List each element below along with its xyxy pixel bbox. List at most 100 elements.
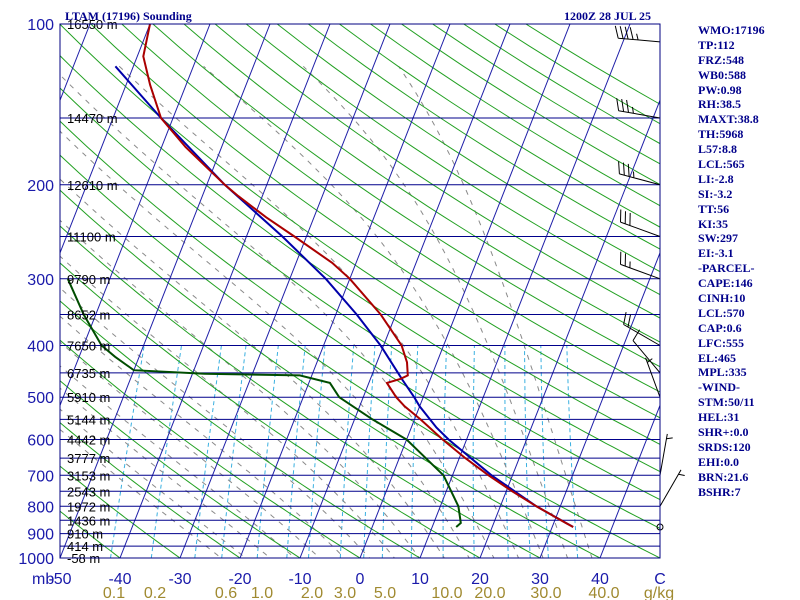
index-item: CINH:10 bbox=[698, 291, 746, 306]
isotherm bbox=[60, 24, 211, 407]
height-label: 8652 m bbox=[67, 308, 110, 323]
height-label: 1436 m bbox=[67, 513, 110, 528]
height-label: 14470 m bbox=[67, 111, 118, 126]
isotherm bbox=[60, 24, 151, 255]
wind-barb bbox=[632, 329, 661, 374]
mixing-ratio-tick-label: 3.0 bbox=[334, 585, 356, 600]
index-item: SI:-3.2 bbox=[698, 186, 733, 201]
pressure-tick-label: 600 bbox=[27, 433, 54, 450]
mixing-ratio-tick-label: 0.6 bbox=[215, 585, 237, 600]
dry-adiabat bbox=[214, 24, 660, 319]
isotherms bbox=[60, 24, 660, 558]
dry-adiabat bbox=[60, 465, 181, 558]
temperature-tick-label: 30 bbox=[531, 571, 549, 588]
height-label: 3777 m bbox=[67, 451, 110, 466]
mixing-ratio-tick-label: 40.0 bbox=[588, 585, 619, 600]
dry-adiabat bbox=[60, 189, 602, 558]
index-item: LCL:565 bbox=[698, 157, 745, 172]
moist-adiabats bbox=[60, 65, 593, 558]
height-label: 4442 m bbox=[67, 433, 110, 448]
mixing-ratio-tick-label: 2.0 bbox=[301, 585, 323, 600]
pressure-tick-label: 900 bbox=[27, 527, 54, 544]
isotherm bbox=[599, 404, 660, 558]
mixing-ratio-line bbox=[472, 345, 475, 558]
moist-adiabat bbox=[203, 65, 544, 558]
isotherm bbox=[119, 24, 331, 558]
index-item: BRN:21.6 bbox=[698, 469, 749, 484]
index-item: LCL:570 bbox=[698, 305, 745, 320]
pressure-tick-label: 700 bbox=[27, 468, 54, 485]
isotherm bbox=[539, 251, 660, 558]
dry-adiabat bbox=[60, 225, 542, 558]
mixing-ratio-line bbox=[150, 345, 182, 558]
pressure-tick-label: 1000 bbox=[18, 551, 54, 568]
temperature-line bbox=[142, 24, 574, 528]
mixing-ratio-line bbox=[540, 345, 549, 558]
index-item: WB0:588 bbox=[698, 67, 746, 82]
moist-adiabat bbox=[60, 408, 247, 558]
mixing-ratio-line bbox=[363, 345, 376, 558]
sounding-title: LTAM (17196) Sounding bbox=[65, 9, 192, 23]
pressure-tick-label: 800 bbox=[27, 499, 54, 516]
moist-adiabat bbox=[60, 365, 296, 558]
wind-barb bbox=[645, 357, 661, 398]
wind-barb bbox=[620, 251, 661, 280]
isotherm bbox=[60, 24, 271, 558]
temperature-tick-label: C bbox=[654, 571, 666, 588]
isotherm bbox=[479, 98, 660, 558]
wind-barb bbox=[614, 25, 661, 43]
index-item: FRZ:548 bbox=[698, 52, 744, 67]
index-item: LI:-2.8 bbox=[698, 171, 734, 186]
temperature-tick-label: 20 bbox=[471, 571, 489, 588]
dry-adiabat bbox=[152, 24, 660, 368]
height-label: 2543 m bbox=[67, 484, 110, 499]
plot-area bbox=[60, 24, 660, 558]
height-label: 7650 m bbox=[67, 339, 110, 354]
index-item: WMO:17196 bbox=[698, 23, 765, 37]
index-item: HEL:31 bbox=[698, 410, 740, 425]
index-item: LFC:555 bbox=[698, 335, 744, 350]
height-label: 910 m bbox=[67, 527, 103, 542]
isotherm bbox=[359, 24, 571, 558]
dry-adiabat bbox=[60, 339, 361, 558]
index-item: EHI:0.0 bbox=[698, 454, 740, 469]
dry-adiabat bbox=[60, 262, 482, 558]
isotherm bbox=[299, 24, 511, 558]
dry-adiabat bbox=[276, 24, 660, 273]
index-item: EL:465 bbox=[698, 350, 737, 365]
parcel-path-line bbox=[114, 65, 574, 528]
moist-adiabat bbox=[60, 255, 396, 558]
index-item: L57:8.8 bbox=[698, 142, 737, 157]
index-item: BSHR:7 bbox=[698, 484, 741, 499]
mixing-ratio-tick-label: 0.1 bbox=[103, 585, 125, 600]
sounding-time: 1200Z 28 JUL 25 bbox=[564, 9, 652, 23]
dry-adiabat bbox=[121, 24, 660, 393]
dry-adiabat bbox=[245, 24, 660, 296]
isotherm bbox=[419, 24, 631, 558]
moist-adiabat bbox=[60, 387, 271, 558]
dry-adiabat bbox=[60, 380, 301, 558]
dry-adiabat bbox=[60, 120, 660, 529]
temperature-tick-label: 10 bbox=[411, 571, 429, 588]
moist-adiabat bbox=[60, 178, 445, 558]
mixing-ratio-line bbox=[381, 345, 393, 558]
index-item: TT:56 bbox=[698, 201, 730, 216]
height-label: 5144 m bbox=[67, 412, 110, 427]
dry-adiabat bbox=[60, 154, 660, 558]
moist-adiabat bbox=[60, 287, 371, 558]
index-item: CAP:0.6 bbox=[698, 320, 742, 335]
dry-adiabat bbox=[307, 24, 660, 250]
height-label: 9790 m bbox=[67, 272, 110, 287]
dewpoint-line bbox=[66, 278, 462, 528]
mixing-ratio-tick-label: 20.0 bbox=[474, 585, 505, 600]
mixing-ratio-line bbox=[194, 345, 222, 558]
wind-barb bbox=[618, 161, 661, 186]
pressure-tick-label: 400 bbox=[27, 339, 54, 356]
mixing-ratio-line bbox=[221, 345, 247, 558]
dry-adiabat bbox=[60, 87, 660, 501]
dry-adiabat bbox=[90, 24, 660, 419]
height-label: 414 m bbox=[67, 539, 103, 554]
mixing-ratio-line bbox=[504, 345, 509, 558]
mixing-ratio-line bbox=[110, 345, 145, 558]
temperature-tick-label: -10 bbox=[288, 571, 311, 588]
